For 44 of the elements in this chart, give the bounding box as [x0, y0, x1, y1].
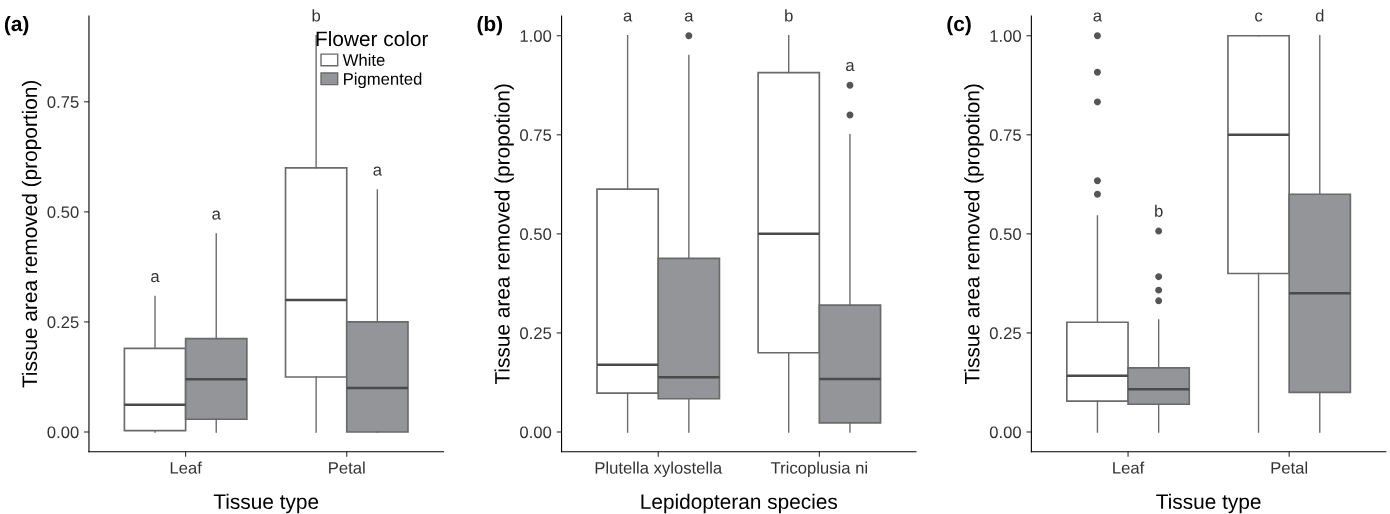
annotation: a	[151, 273, 160, 283]
chart-title: (a)	[4, 15, 29, 36]
annotation: b	[1155, 204, 1163, 217]
chart-title: (c)	[947, 15, 971, 36]
y-tick-label: 0.00	[47, 426, 79, 439]
y-tick-label: 0.75	[47, 96, 79, 108]
y-tick-label: 0.00	[520, 426, 552, 439]
legend-label: White	[342, 53, 385, 66]
y-tick-label: 0.25	[520, 327, 552, 340]
x-tick-label: Petal	[329, 461, 365, 474]
annotation: a	[373, 166, 382, 176]
x-axis-title: Tissue type	[1156, 493, 1261, 514]
y-tick-label: 0.25	[989, 327, 1021, 340]
chart-title: (b)	[477, 15, 503, 36]
x-tick-label: Petal	[1271, 461, 1308, 474]
annotation: b	[312, 9, 321, 22]
y-tick-label: 0.75	[989, 129, 1021, 142]
annotation: a	[623, 12, 633, 22]
annotation: b	[785, 9, 793, 22]
annotation: a	[1093, 12, 1103, 22]
y-tick-label: 0.50	[520, 228, 552, 241]
y-tick-label: 0.50	[989, 228, 1022, 241]
y-tick-label: 1.00	[990, 30, 1022, 42]
x-tick-label: Leaf	[1113, 461, 1145, 474]
annotation: a	[684, 12, 694, 22]
legend-label: Pigmented	[344, 72, 422, 89]
y-axis-title: Tissue area removed (proportion)	[21, 80, 42, 388]
y-tick-label: 1.00	[520, 30, 552, 42]
y-axis-title: Tissue area removed (propotion)	[494, 84, 514, 385]
y-tick-label: 0.25	[47, 316, 79, 329]
annotation: d	[1315, 9, 1324, 22]
y-axis-title: Tissue area removed (propotion)	[964, 84, 984, 385]
x-tick-label: Tricoplusia ni	[770, 461, 867, 478]
x-tick-label: Leaf	[170, 461, 202, 474]
y-tick-label: 0.75	[520, 129, 552, 142]
y-tick-label: 0.00	[989, 426, 1022, 439]
legend-title: Flower color	[316, 30, 429, 47]
x-tick-label: Plutella xylostella	[595, 461, 723, 478]
y-tick-label: 0.50	[47, 206, 79, 219]
x-axis-title: Tissue type	[213, 493, 319, 514]
annotation: c	[1255, 12, 1263, 22]
annotation: a	[212, 210, 221, 220]
x-axis-title: Lepidopteran species	[641, 493, 838, 514]
annotation: a	[846, 61, 855, 72]
